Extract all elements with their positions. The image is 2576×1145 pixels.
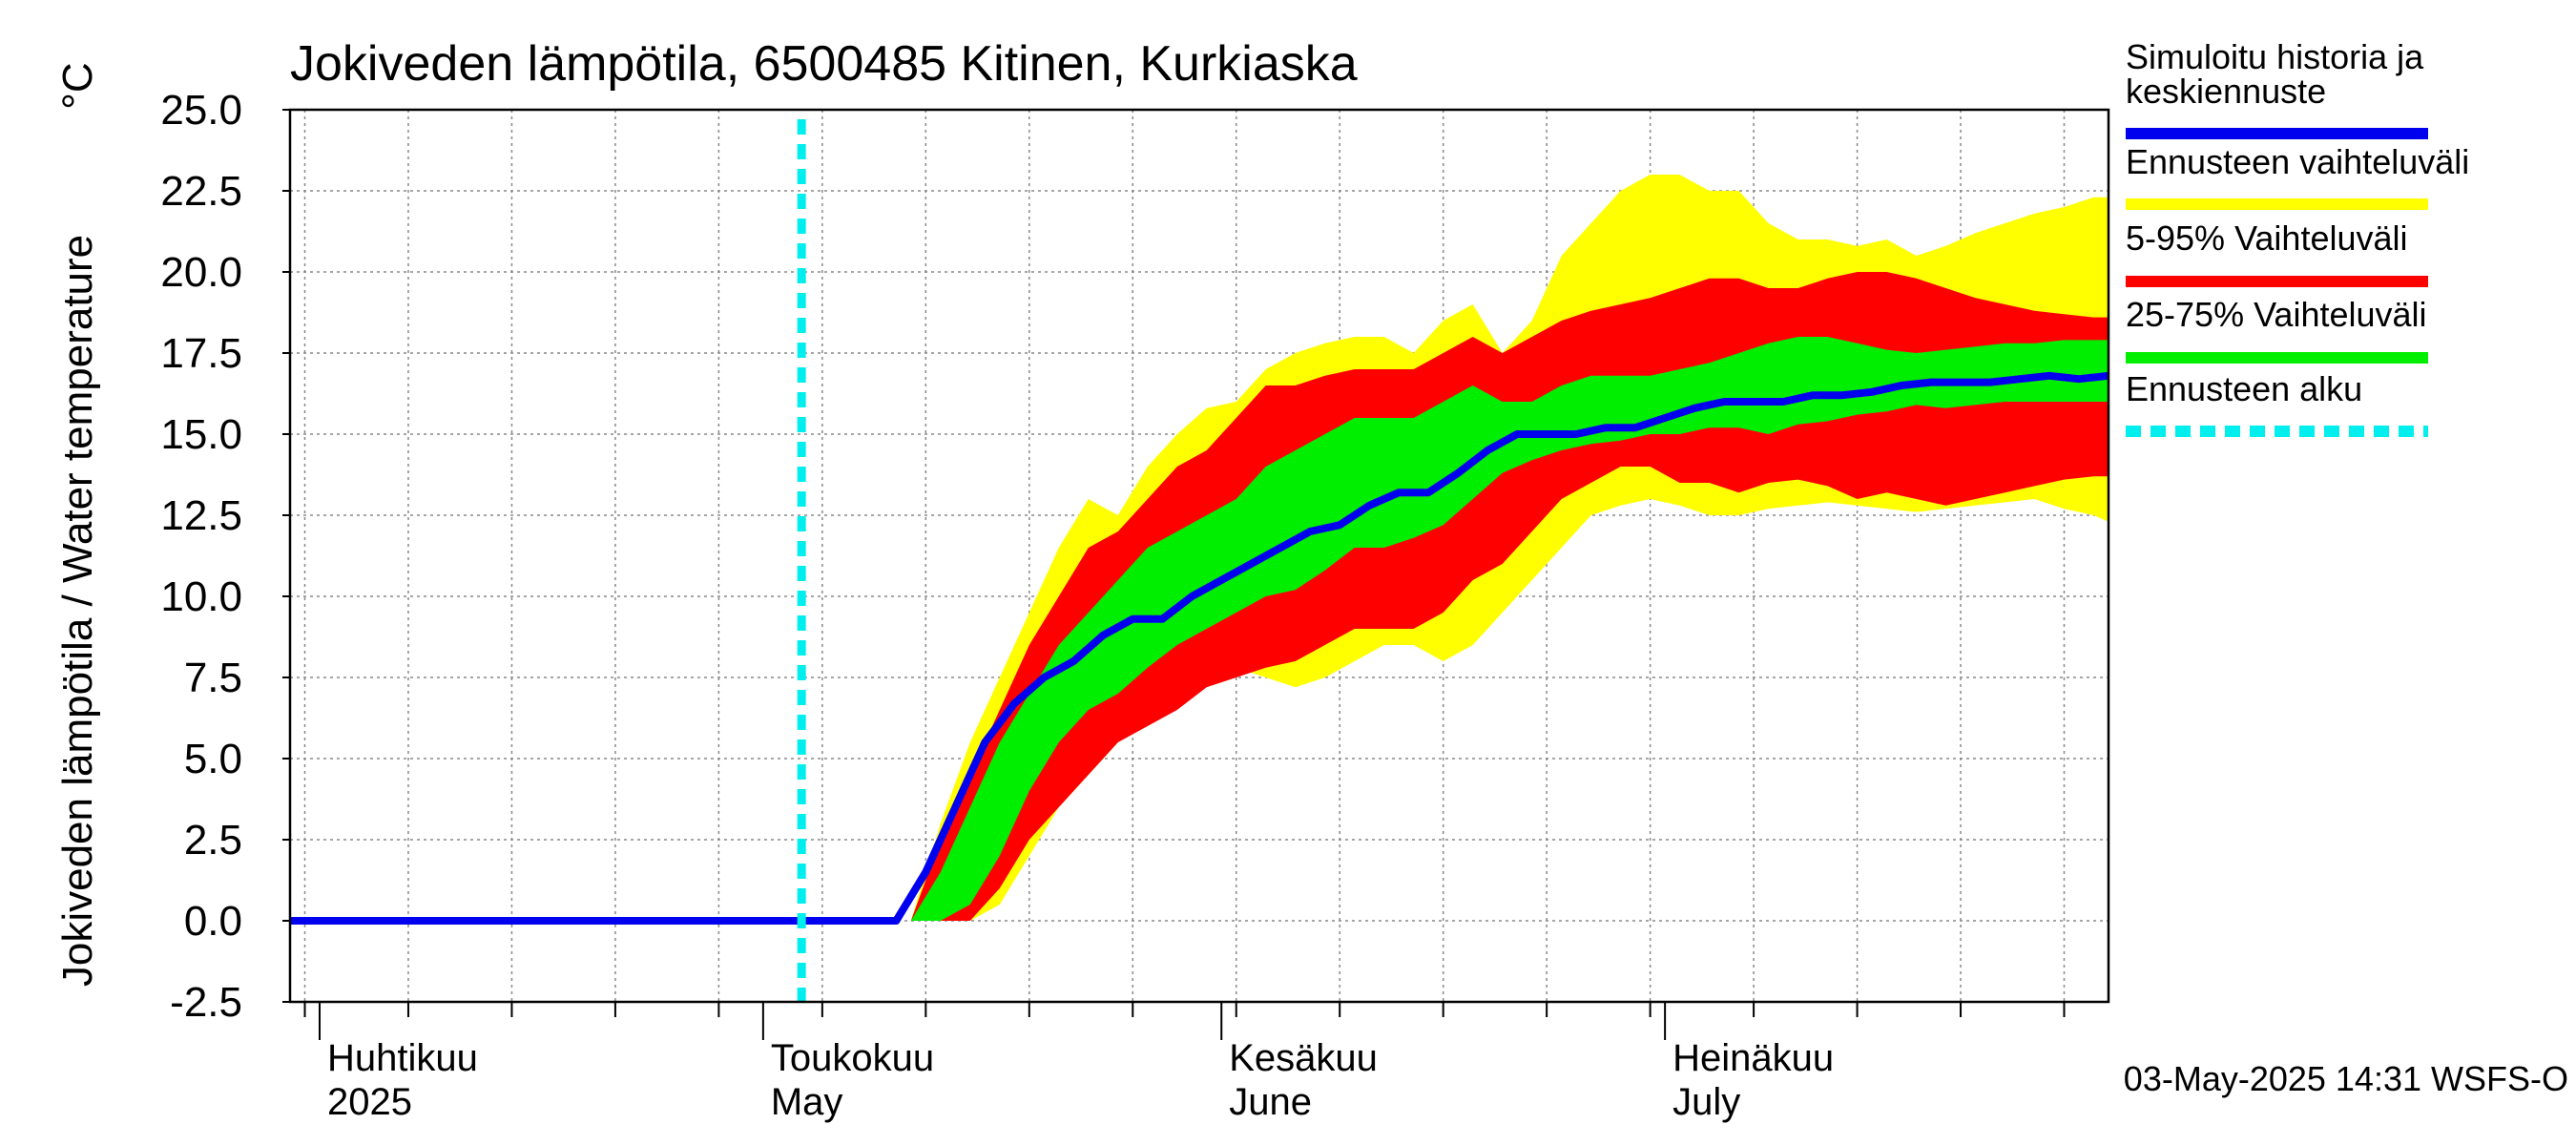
legend-label: keskiennuste [2126,72,2326,111]
plot-frame [288,108,2110,1004]
timestamp: 03-May-2025 14:31 WSFS-O [2124,1059,2568,1098]
y-axis-unit: °C [54,62,101,109]
legend-label: Simuloitu historia ja [2126,37,2424,76]
month-label-fi: Heinäkuu [1672,1037,1834,1079]
y-axis: -2.5 0.0 2.5 5.0 7.5 10.0 12.5 15.0 17.5 20.0 22.5… [160,87,290,1026]
plot-border [288,108,2110,1004]
chart-title: Jokiveden lämpötila, 6500485 Kitinen, Ku… [290,36,1358,92]
y-tick-label: 25.0 [160,87,242,134]
y-tick-label: 10.0 [160,573,242,620]
y-tick-label: -2.5 [170,979,242,1026]
month-label-fi: Kesäkuu [1229,1037,1378,1079]
y-tick-label: 12.5 [160,492,242,539]
month-label-fi: Huhtikuu [327,1037,478,1079]
month-label-fi: Toukokuu [771,1037,934,1079]
band-5-95-vaihteluv-li [910,272,2109,921]
y-tick-label: 7.5 [184,655,242,701]
month-label-en: 2025 [327,1081,412,1123]
forecast-bands [910,175,2109,921]
median-line [290,119,2109,1002]
month-label-en: May [771,1081,843,1123]
legend-label: Ennusteen alku [2126,369,2362,408]
y-tick-label: 0.0 [184,898,242,945]
y-axis-label: Jokiveden lämpötila / Water temperature [54,235,101,987]
legend-label: Ennusteen vaihteluväli [2126,142,2469,181]
legend-label: 25-75% Vaihteluväli [2126,295,2427,334]
y-tick-label: 17.5 [160,330,242,377]
y-tick-label: 5.0 [184,736,242,782]
band-25-75-vaihteluv-li [910,337,2109,921]
y-tick-label: 22.5 [160,168,242,215]
y-tick-label: 20.0 [160,249,242,296]
y-tick-label: 15.0 [160,411,242,458]
month-label-en: June [1229,1081,1312,1123]
median-series [290,371,2109,925]
legend-label: 5-95% Vaihteluväli [2126,219,2408,258]
month-label-en: July [1672,1081,1740,1123]
y-tick-label: 2.5 [184,817,242,864]
